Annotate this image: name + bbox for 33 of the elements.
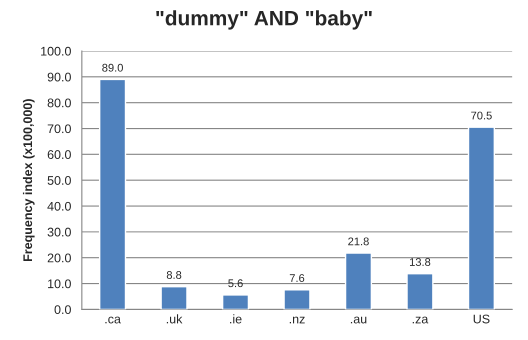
x-tick-label: .ca [105, 316, 121, 324]
y-tick-label: 40.0 [47, 202, 71, 211]
x-tick-label: .nz [290, 316, 305, 324]
y-tick-label: 0.0 [54, 305, 71, 314]
data-label: 89.0 [102, 64, 123, 72]
data-label: 8.8 [166, 271, 182, 279]
y-tick-label: 30.0 [48, 228, 71, 237]
bar [98, 78, 126, 310]
bar [222, 294, 250, 310]
y-tick-label: 20.0 [48, 254, 71, 262]
x-tick-label: .au [350, 316, 366, 324]
chart-title: "dummy" AND "baby" [156, 10, 372, 30]
y-tick-label: 90.0 [48, 72, 71, 82]
y-tick-label: 100.0 [41, 46, 71, 56]
y-axis-title: Frequency index (x100,000) [22, 99, 35, 261]
y-tick-label: 50.0 [48, 176, 71, 185]
y-tick-label: 80.0 [48, 98, 71, 108]
x-tick-label: .uk [166, 314, 182, 324]
x-tick-label: US [474, 314, 490, 324]
y-tick-label: 10.0 [48, 279, 71, 288]
y-tick-label: 60.0 [48, 150, 71, 160]
data-label: 21.8 [348, 237, 369, 246]
data-label: 13.8 [410, 258, 430, 266]
y-tick-label: 70.0 [48, 124, 71, 134]
x-tick-label: .za [412, 316, 428, 324]
data-label: 7.6 [290, 274, 304, 282]
data-label: 70.5 [471, 112, 492, 120]
bar [160, 286, 188, 310]
bar [344, 252, 372, 310]
bar [406, 273, 434, 310]
bar [468, 126, 496, 310]
bar [283, 289, 311, 310]
x-tick-label: .ie [230, 314, 242, 324]
